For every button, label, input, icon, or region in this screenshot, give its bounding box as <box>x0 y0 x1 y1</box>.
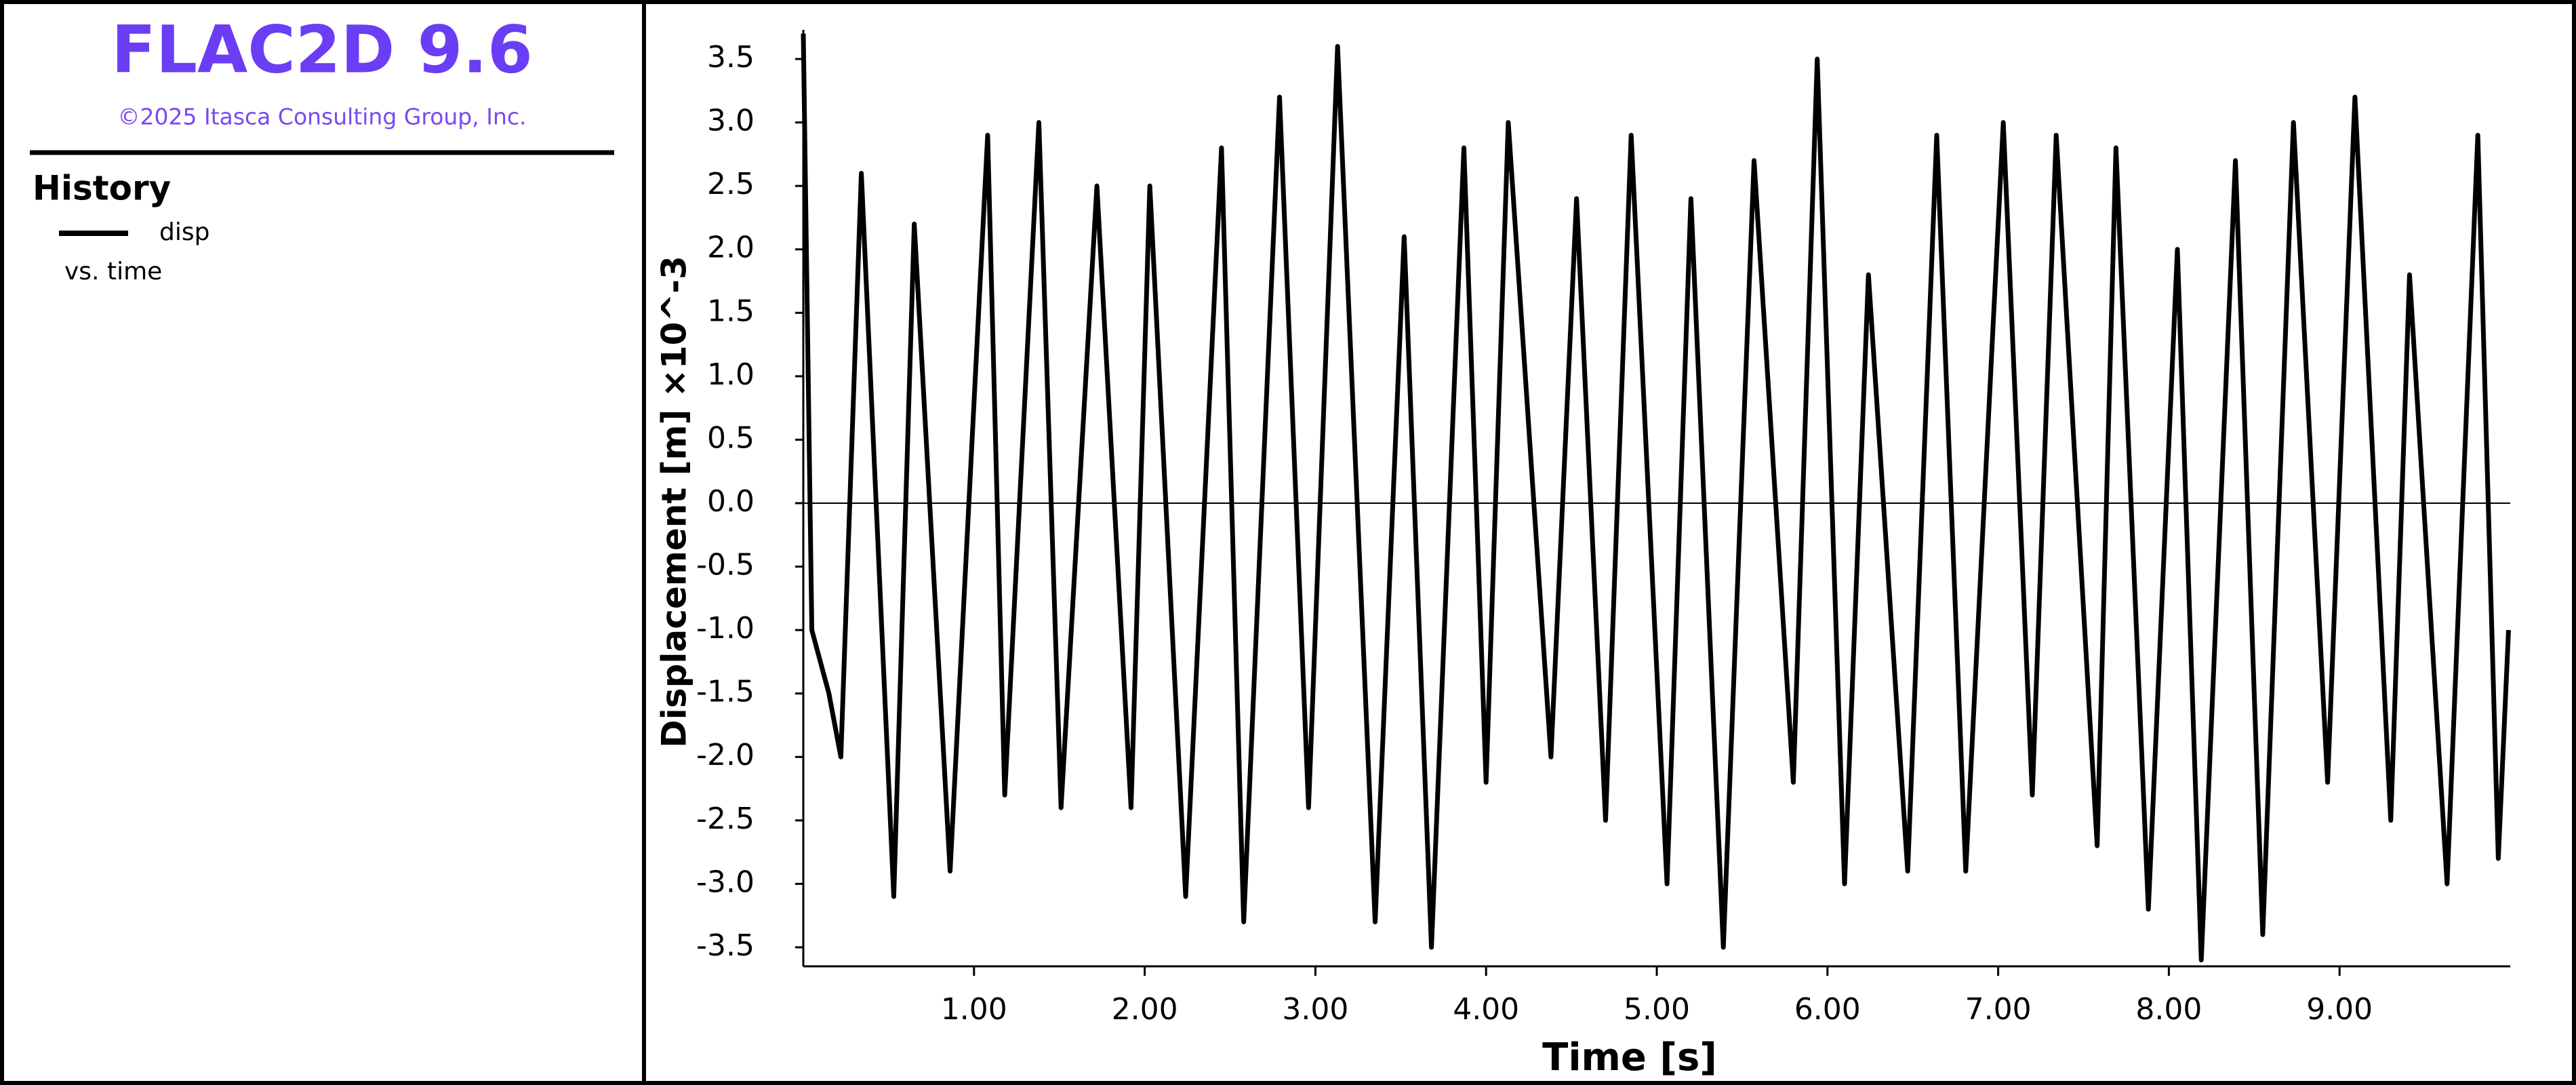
copyright: ©2025 Itasca Consulting Group, Inc. <box>117 104 526 130</box>
y-tick-label: -3.0 <box>696 865 754 899</box>
x-axis-label: Time [s] <box>1542 1035 1717 1080</box>
legend-note: vs. time <box>64 258 162 285</box>
x-tick-label: 8.00 <box>2135 992 2202 1027</box>
y-tick-label: 2.0 <box>707 231 754 265</box>
y-tick-label: 3.5 <box>707 40 754 75</box>
plot: -3.5 -3.0 -2.5 -2.0 -1.5 -1.0 -0.5 0.0 0.5 1.0 1.5… <box>655 30 2511 1080</box>
y-tick-label: -1.5 <box>696 675 754 709</box>
x-tick-label: 6.00 <box>1794 992 1861 1027</box>
y-tick-label: 0.0 <box>707 484 754 519</box>
y-tick-label: -2.0 <box>696 738 754 772</box>
y-axis-label: Displacement [m] ×10^-3 <box>655 256 694 748</box>
x-tick-label: 5.00 <box>1624 992 1690 1027</box>
y-tick-label: -2.5 <box>696 802 754 836</box>
y-tick-label: 0.5 <box>707 420 754 455</box>
y-tick-label: 3.0 <box>707 104 754 138</box>
x-tick-label: 4.00 <box>1453 992 1519 1027</box>
x-tick-label: 7.00 <box>1965 992 2032 1027</box>
x-tick-label: 1.00 <box>941 992 1007 1027</box>
x-tick-label: 9.00 <box>2306 992 2373 1027</box>
x-tick-label: 2.00 <box>1112 992 1178 1027</box>
y-tick-label: -0.5 <box>696 548 754 583</box>
x-tick-label: 3.00 <box>1282 992 1348 1027</box>
y-tick-label: -1.0 <box>696 611 754 646</box>
y-tick-label: -3.5 <box>696 928 754 963</box>
data-line <box>801 33 2511 963</box>
app-title: FLAC2D 9.6 <box>111 12 532 87</box>
y-tick-label: 2.5 <box>707 167 754 201</box>
legend-title: History <box>33 169 171 208</box>
legend-entry: disp <box>159 218 209 246</box>
y-tick-label: 1.5 <box>707 294 754 328</box>
y-tick-label: 1.0 <box>707 357 754 392</box>
